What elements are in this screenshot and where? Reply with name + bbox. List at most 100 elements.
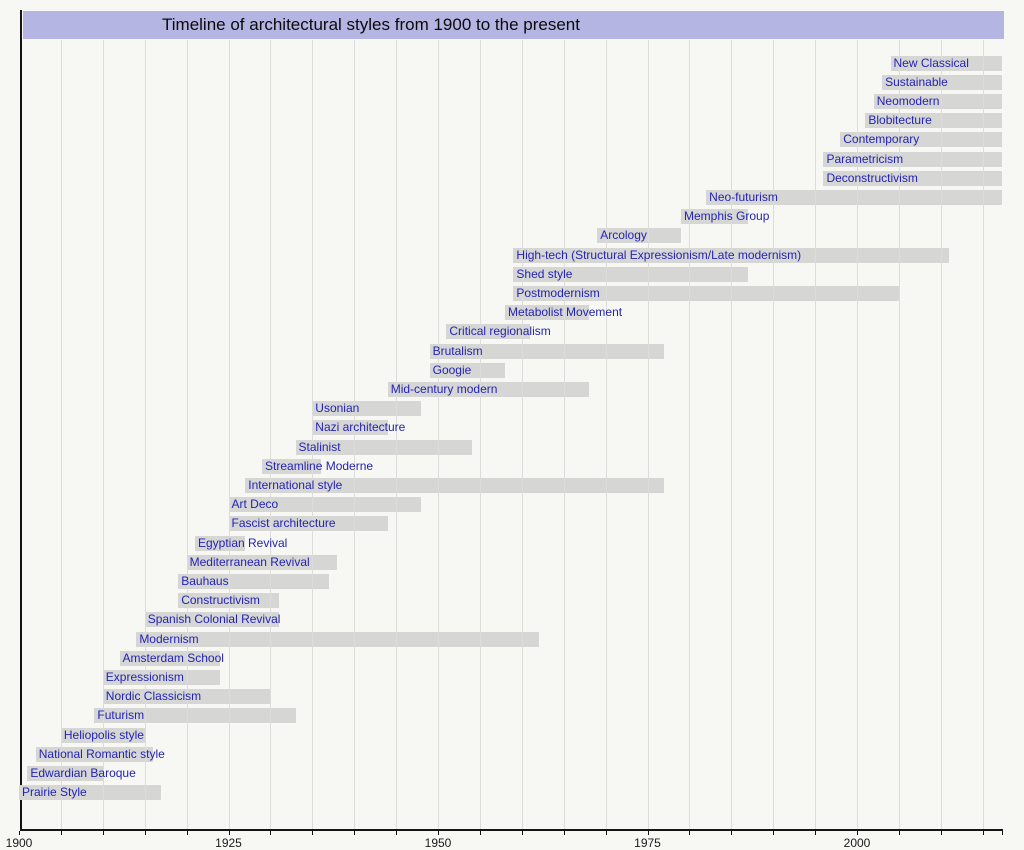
timeline-bar-label[interactable]: Prairie Style (22, 785, 87, 800)
timeline-bar (873, 93, 1002, 109)
axis-tick (60, 831, 62, 835)
axis-tick (857, 831, 858, 835)
timeline-bar-label[interactable]: Usonian (315, 401, 360, 416)
axis-tick (647, 831, 649, 835)
timeline-bar-label[interactable]: Shed style (516, 266, 573, 281)
timeline-bar-label[interactable]: Futurism (97, 708, 145, 723)
gridline (396, 40, 398, 829)
timeline-bar-label[interactable]: Egyptian Revival (197, 535, 288, 550)
gridline (228, 40, 230, 829)
axis-tick (144, 831, 146, 835)
axis-tick (521, 831, 523, 835)
gridline (270, 40, 272, 829)
timeline-bar-label[interactable]: Expressionism (105, 669, 184, 684)
gridline (144, 40, 146, 829)
timeline-bar (136, 631, 539, 647)
timeline-bar-label[interactable]: Arcology (600, 228, 647, 243)
timeline-bar-label[interactable]: New Classical (893, 55, 969, 70)
timeline-bar-label[interactable]: Metabolist Movement (508, 305, 623, 320)
timeline-bar-label[interactable]: Streamline Moderne (265, 458, 374, 473)
axis-tick-label: 1975 (634, 836, 661, 850)
timeline-bar-label[interactable]: Brutalism (432, 343, 483, 358)
timeline-bar-label[interactable]: Stalinist (298, 439, 341, 454)
axis-tick (102, 831, 104, 835)
timeline-bar (882, 74, 1002, 90)
axis-end-tick (1002, 831, 1003, 835)
timeline-bar (446, 324, 531, 340)
timeline-bar (840, 132, 1002, 148)
timeline-bar (102, 669, 221, 685)
timeline-bar-label[interactable]: Googie (432, 362, 472, 377)
timeline-bar-label[interactable]: Edwardian Baroque (30, 765, 136, 780)
timeline-bar (295, 439, 472, 455)
gridline (689, 40, 691, 829)
gridline (438, 40, 439, 829)
timeline-bar-label[interactable]: Contemporary (843, 132, 920, 147)
timeline-bar (262, 458, 321, 474)
timeline-bar (823, 170, 1002, 186)
plot-area: New Classical Sustainable Neomodern Blobite… (0, 40, 1024, 829)
timeline-bar-label[interactable]: Parametricism (826, 151, 904, 166)
axis-tick (228, 831, 230, 835)
gridline (479, 40, 481, 829)
axis-tick (479, 831, 481, 835)
chart-title-bar: Timeline of architectural styles from 19… (23, 11, 1004, 39)
gridline (940, 40, 942, 829)
timeline-bar-label[interactable]: Neomodern (876, 93, 940, 108)
timeline-bar (681, 209, 749, 225)
timeline-bar (513, 266, 749, 282)
axis-tick (773, 831, 775, 835)
axis-tick (898, 831, 900, 835)
timeline-bar-label[interactable]: Constructivism (181, 593, 260, 608)
timeline-bar-label[interactable]: High-tech (Structural Expressionism/Late… (516, 247, 802, 262)
timeline-bar-label[interactable]: Art Deco (231, 497, 279, 512)
timeline-bar-label[interactable]: Fascist architecture (231, 516, 336, 531)
timeline-bar-label[interactable]: National Romantic style (38, 746, 165, 761)
timeline-bar (513, 285, 899, 301)
timeline-bar (119, 650, 221, 666)
axis-tick (19, 831, 20, 835)
axis-tick (563, 831, 565, 835)
timeline-bar-label[interactable]: Critical regionalism (449, 324, 551, 339)
timeline-bar (706, 189, 1002, 205)
timeline-bar (429, 343, 665, 359)
gridline (102, 40, 104, 829)
axis-tick (312, 831, 314, 835)
timeline-bar-label[interactable]: Amsterdam School (122, 650, 224, 665)
timeline-bar (513, 247, 950, 263)
axis-tick (940, 831, 942, 835)
gridline (60, 40, 62, 829)
timeline-bar-label[interactable]: Modernism (139, 631, 199, 646)
timeline-bar (429, 362, 506, 378)
timeline-bar (312, 420, 388, 436)
timeline-bar-label[interactable]: Postmodernism (516, 285, 600, 300)
timeline-bar-label[interactable]: Neo-futurism (709, 189, 778, 204)
timeline-bar-label[interactable]: Nazi architecture (315, 420, 406, 435)
axis-tick (605, 831, 607, 835)
gridline (605, 40, 607, 829)
axis-tick (354, 831, 356, 835)
gridline (354, 40, 356, 829)
bottom-axis-line (20, 829, 1003, 831)
axis-tick (982, 831, 984, 835)
left-axis-line (20, 10, 22, 831)
timeline-bar (27, 765, 103, 781)
timeline-bar-label[interactable]: International style (248, 477, 343, 492)
axis-tick-label: 1925 (215, 836, 242, 850)
timeline-bar-label[interactable]: Sustainable (885, 74, 948, 89)
timeline-bar-label[interactable]: Nordic Classicism (105, 689, 202, 704)
timeline-bar-label[interactable]: Mediterranean Revival (189, 554, 310, 569)
timeline-bar (597, 228, 682, 244)
axis-tick (186, 831, 188, 835)
timeline-bar (94, 708, 296, 724)
timeline-bar (890, 55, 1002, 71)
timeline-bar-label[interactable]: Bauhaus (181, 573, 229, 588)
timeline-bar-label[interactable]: Heliopolis style (63, 727, 144, 742)
axis-tick (270, 831, 272, 835)
timeline-bar-label[interactable]: Memphis Group (684, 209, 770, 224)
timeline-bar-label[interactable]: Mid-century modern (390, 381, 498, 396)
timeline-bar-label[interactable]: Deconstructivism (826, 170, 918, 185)
timeline-bar-label[interactable]: Spanish Colonial Revival (147, 612, 281, 627)
timeline-bar-label[interactable]: Blobitecture (868, 113, 932, 128)
timeline-bar (228, 516, 388, 532)
